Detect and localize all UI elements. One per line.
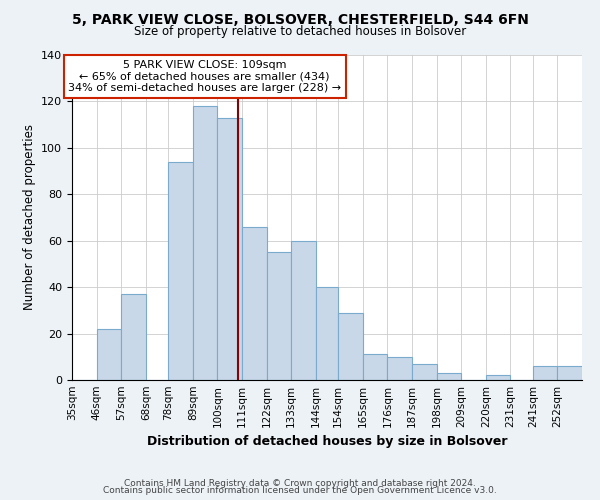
Bar (437, 373, 461, 380)
Bar (193, 106, 217, 380)
Bar (338, 312, 363, 380)
Bar (533, 366, 557, 380)
Bar (291, 240, 316, 380)
X-axis label: Distribution of detached houses by size in Bolsover: Distribution of detached houses by size … (147, 436, 507, 448)
Bar (217, 118, 242, 380)
Bar (486, 376, 511, 380)
Bar (168, 162, 193, 380)
Text: Contains HM Land Registry data © Crown copyright and database right 2024.: Contains HM Land Registry data © Crown c… (124, 478, 476, 488)
Bar (316, 287, 338, 380)
Text: Size of property relative to detached houses in Bolsover: Size of property relative to detached ho… (134, 25, 466, 38)
Bar (242, 227, 266, 380)
Bar (121, 294, 146, 380)
Bar (388, 357, 412, 380)
Bar (266, 252, 291, 380)
Text: 5, PARK VIEW CLOSE, BOLSOVER, CHESTERFIELD, S44 6FN: 5, PARK VIEW CLOSE, BOLSOVER, CHESTERFIE… (71, 12, 529, 26)
Y-axis label: Number of detached properties: Number of detached properties (23, 124, 35, 310)
Text: 5 PARK VIEW CLOSE: 109sqm
← 65% of detached houses are smaller (434)
34% of semi: 5 PARK VIEW CLOSE: 109sqm ← 65% of detac… (68, 60, 341, 93)
Bar (557, 366, 582, 380)
Bar (412, 364, 437, 380)
Text: Contains public sector information licensed under the Open Government Licence v3: Contains public sector information licen… (103, 486, 497, 495)
Bar (363, 354, 388, 380)
Bar (97, 329, 121, 380)
